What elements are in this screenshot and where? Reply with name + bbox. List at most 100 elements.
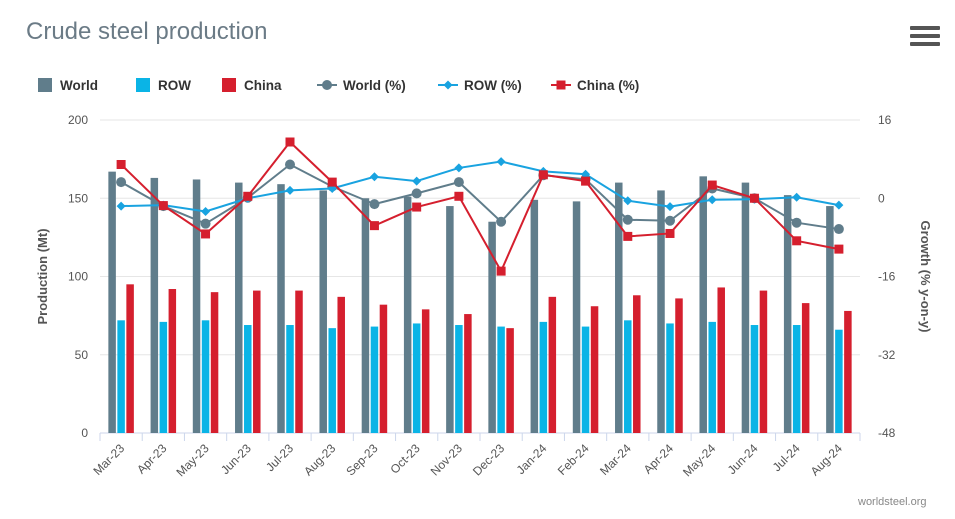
bar-world-Dec-23	[488, 221, 496, 433]
point-ROW (%)-Oct-23	[412, 176, 422, 186]
x-tick-label: Dec-23	[470, 441, 507, 478]
bar-row-Oct-23	[412, 323, 421, 433]
y2-tick-label: -32	[878, 348, 896, 362]
line-China (%)	[120, 140, 840, 274]
point-ROW (%)-Dec-23	[496, 157, 506, 167]
point-China (%)-Apr-24	[665, 228, 675, 238]
bar-world-Oct-23	[403, 196, 412, 433]
x-tick-label: Oct-23	[387, 441, 423, 477]
x-tick-label: Aug-24	[808, 441, 845, 478]
bar-row-Dec-23	[497, 326, 505, 433]
y2-tick-label: -16	[878, 270, 896, 284]
bar-china-Feb-24	[590, 306, 599, 433]
y-tick-label: 50	[75, 348, 89, 362]
legend: World ROW China World (%) ROW (%) China (%)	[38, 78, 639, 93]
bar-world-Jul-24	[783, 195, 792, 433]
x-tick-label: May-24	[680, 441, 718, 479]
point-ROW (%)-Jul-23	[285, 185, 295, 195]
x-tick-label: Jun-23	[218, 441, 254, 477]
x-tick-label: Jul-23	[263, 441, 296, 474]
point-World (%)-Aug-24	[833, 224, 844, 235]
point-China (%)-Jun-24	[749, 193, 759, 203]
y-tick-label: 200	[68, 113, 88, 127]
bar-china-Aug-23	[337, 296, 345, 433]
bar-world-Jul-23	[277, 184, 285, 433]
y-tick-label: 150	[68, 191, 88, 205]
bar-china-Nov-23	[464, 314, 472, 433]
point-ROW (%)-May-23	[201, 206, 211, 216]
point-China (%)-Aug-24	[834, 244, 844, 254]
point-World (%)-Dec-23	[496, 216, 507, 227]
hamburger-menu-icon[interactable]	[910, 26, 940, 50]
bar-china-Mar-23	[126, 284, 134, 433]
bar-row-Jul-23	[286, 325, 294, 433]
bar-china-Apr-23	[168, 289, 177, 433]
point-China (%)-Mar-23	[116, 160, 126, 170]
bar-china-Oct-23	[421, 309, 430, 433]
chart-title: Crude steel production	[26, 18, 268, 45]
point-World (%)-Mar-23	[116, 177, 127, 188]
bar-row-Apr-23	[159, 321, 168, 433]
legend-marker-World (%)	[322, 80, 332, 90]
legend-marker-China (%)	[556, 80, 566, 90]
bar-row-Aug-24	[835, 329, 843, 433]
bar-china-Jul-24	[801, 303, 810, 433]
legend-label-World: World	[60, 78, 98, 93]
point-World (%)-Sep-23	[369, 199, 380, 210]
point-China (%)-Jul-23	[285, 137, 295, 147]
point-World (%)-Oct-23	[411, 188, 422, 199]
bar-row-Jul-24	[792, 325, 801, 433]
bar-china-Jun-24	[759, 290, 768, 433]
x-tick-label: Jul-24	[770, 441, 803, 474]
bar-china-Aug-24	[844, 310, 852, 433]
x-tick-label: Mar-23	[90, 441, 127, 478]
bar-world-Jan-24	[530, 199, 539, 433]
point-ROW (%)-Sep-23	[369, 172, 379, 182]
bar-row-Mar-24	[624, 320, 632, 433]
legend-marker-ROW (%)	[443, 80, 453, 90]
bar-world-Jun-24	[741, 182, 750, 433]
point-World (%)-Mar-24	[622, 214, 633, 225]
point-ROW (%)-Mar-24	[623, 196, 633, 206]
bar-row-Nov-23	[455, 325, 463, 433]
point-ROW (%)-Aug-24	[834, 200, 844, 210]
x-tick-label: Jun-24	[725, 441, 761, 477]
y-tick-label: 100	[68, 270, 88, 284]
legend-swatch-World	[38, 78, 52, 92]
bar-world-Aug-23	[319, 190, 327, 433]
point-China (%)-May-24	[707, 180, 717, 190]
point-China (%)-Jun-23	[243, 191, 253, 201]
y2-tick-label: -48	[878, 426, 896, 440]
legend-label-ROW (%): ROW (%)	[464, 78, 522, 93]
point-China (%)-May-23	[201, 229, 211, 239]
bar-row-Mar-23	[117, 320, 125, 433]
bar-world-May-24	[699, 176, 707, 433]
bar-row-Apr-24	[666, 323, 674, 433]
bar-world-Aug-24	[826, 206, 834, 433]
x-tick-label: Aug-23	[301, 441, 338, 478]
credit-link[interactable]: worldsteel.org	[858, 496, 927, 508]
legend-label-China: China	[244, 78, 282, 93]
point-China (%)-Sep-23	[369, 221, 379, 231]
point-World (%)-Nov-23	[453, 177, 464, 188]
lines	[116, 137, 844, 276]
bar-world-Apr-24	[657, 190, 665, 433]
x-tick-label: Jan-24	[514, 441, 550, 477]
point-ROW (%)-Feb-24	[581, 169, 591, 179]
bar-row-Aug-23	[328, 328, 336, 433]
x-tick-label: Apr-24	[641, 441, 677, 477]
point-ROW (%)-Nov-23	[454, 163, 464, 173]
legend-label-World (%): World (%)	[343, 78, 406, 93]
bar-china-May-24	[717, 287, 725, 433]
bar-row-May-23	[201, 320, 210, 433]
bar-row-Jun-24	[750, 325, 759, 433]
bar-world-May-23	[192, 179, 201, 433]
bar-china-Jul-23	[295, 290, 303, 433]
bar-world-Feb-24	[572, 201, 581, 433]
legend-swatch-China	[222, 78, 236, 92]
bar-world-Nov-23	[446, 206, 454, 433]
x-tick-label: Sep-23	[343, 441, 380, 478]
line-World (%)	[120, 163, 840, 231]
y2-tick-label: 0	[878, 191, 885, 205]
